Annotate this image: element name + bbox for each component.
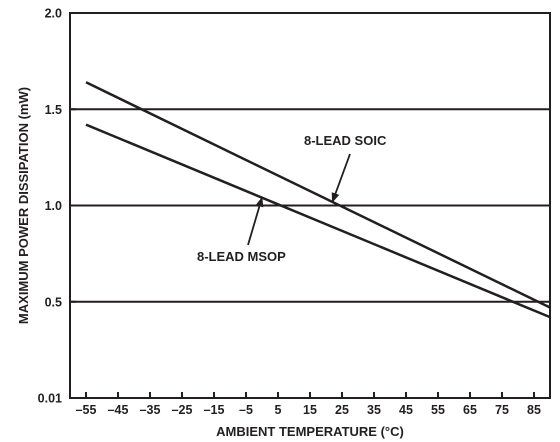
x-tick-label: 75 [495, 403, 509, 417]
x-tick-label: 65 [463, 403, 477, 417]
y-tick-label: 0.5 [45, 295, 62, 309]
series-line-8-lead-soic [85, 81, 551, 309]
x-tick-label: 25 [335, 403, 349, 417]
x-tick-label: 15 [303, 403, 317, 417]
x-tick-label: 35 [367, 403, 381, 417]
grid-lines [70, 108, 550, 303]
x-tick-label: –25 [172, 403, 193, 417]
series-line-8-lead-msop [85, 123, 551, 319]
x-tick-label: 85 [527, 403, 541, 417]
x-axis-label: AMBIENT TEMPERATURE (°C) [216, 424, 404, 439]
y-axis-label: MAXIMUM POWER DISSIPATION (mW) [16, 87, 31, 324]
x-tick-label: 55 [431, 403, 445, 417]
x-tick-label: –15 [204, 403, 225, 417]
annotation-label: 8-LEAD SOIC [304, 133, 387, 148]
y-tick-label: 0.01 [38, 392, 62, 406]
y-tick-label: 1.0 [45, 199, 62, 213]
y-tick-label: 2.0 [45, 7, 62, 21]
annotations: 8-LEAD SOIC 8-LEAD MSOP [197, 133, 387, 264]
x-tick-label: 5 [275, 403, 282, 417]
x-tick-label: –45 [108, 403, 129, 417]
annotation-arrow [247, 196, 264, 246]
x-axis-ticks: –55 –45 –35 –25 –15 –5 5 15 25 35 45 55 65 75 85 [76, 392, 541, 417]
y-axis-ticks: 0.01 0.5 1.0 1.5 2.0 [38, 7, 76, 406]
x-tick-label: 45 [399, 403, 413, 417]
x-tick-label: –55 [76, 403, 97, 417]
y-tick-label: 1.5 [45, 103, 62, 117]
annotation-label: 8-LEAD MSOP [197, 249, 286, 264]
annotation-arrow [331, 153, 351, 203]
x-tick-label: –35 [140, 403, 161, 417]
series-lines [85, 81, 551, 319]
x-tick-label: –5 [239, 403, 253, 417]
